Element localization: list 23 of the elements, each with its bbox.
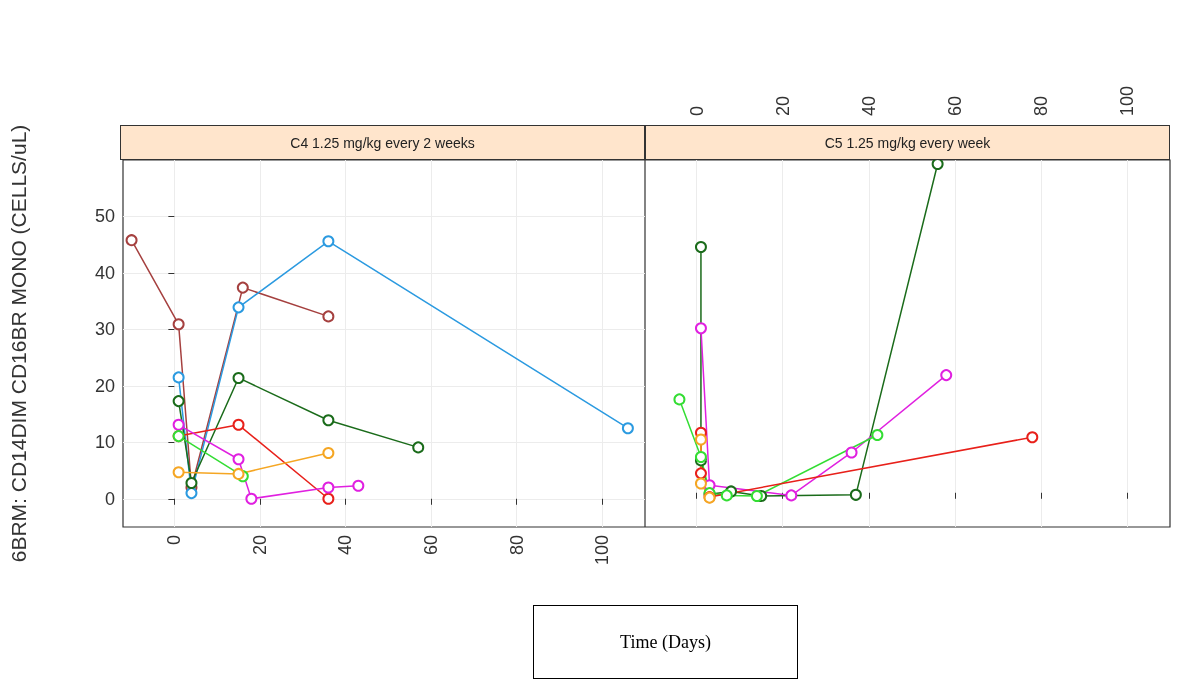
x-axis-title: Time (Days)	[620, 631, 711, 653]
x-tick-label: 0	[686, 105, 707, 116]
x-tick-label: 60	[421, 535, 442, 556]
y-tick-label: 10	[94, 432, 115, 453]
y-tick-label: 0	[104, 488, 115, 509]
label-frame: Time (Days)	[533, 605, 798, 679]
x-tick-label: 80	[1030, 95, 1051, 116]
chart-title: C5 1.25 mg/kg every week	[824, 134, 991, 151]
y-tick-label: 20	[94, 375, 115, 396]
y-axis-title: 6BRM: CD14DIM CD16BR MONO (CELLS/uL)	[7, 124, 30, 563]
x-tick-label: 40	[335, 535, 356, 556]
x-tick-label: 40	[858, 95, 879, 116]
x-tick-label: 80	[506, 535, 527, 556]
x-tick-label: 60	[944, 95, 965, 116]
y-tick-label: 30	[94, 319, 115, 340]
x-tick-label: 100	[592, 535, 613, 566]
x-tick-label: 100	[1116, 85, 1137, 116]
y-tick-label: 50	[94, 206, 115, 227]
x-tick-label: 20	[249, 535, 270, 556]
y-tick-label: 40	[94, 262, 115, 283]
x-tick-label: 0	[164, 535, 185, 546]
chart-title: C4 1.25 mg/kg every 2 weeks	[290, 134, 475, 151]
x-tick-label: 20	[772, 95, 793, 116]
